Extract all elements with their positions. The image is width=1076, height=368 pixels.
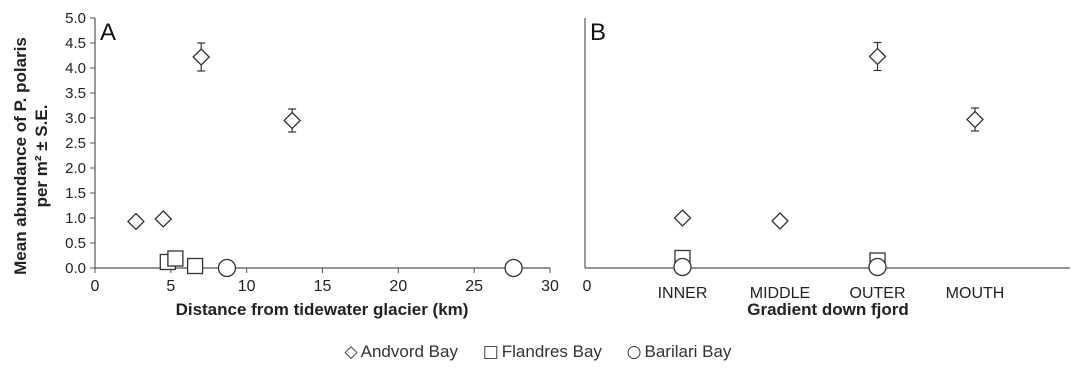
- data-point-square: [167, 250, 184, 267]
- y-tick-label: 5.0: [65, 10, 86, 27]
- panel-a-x-axis-label: Distance from tidewater glacier (km): [176, 300, 469, 319]
- data-point-circle: [868, 257, 887, 277]
- y-tick-label: 2.5: [65, 135, 86, 152]
- panel-b-label: B: [590, 19, 606, 46]
- diamond-icon: ◇: [344, 342, 358, 362]
- legend: ◇ Andvord Bay □ Flandres Bay ○ Barilari Bay: [0, 342, 1076, 362]
- category-label: INNER: [658, 285, 708, 302]
- x-tick-label: 30: [541, 278, 559, 295]
- legend-label: Andvord Bay: [360, 342, 458, 361]
- data-point-diamond: [673, 209, 692, 227]
- data-point-diamond: [192, 48, 211, 66]
- y-tick-label: 1.0: [65, 210, 86, 227]
- y-axis-label-line2: per m² ± S.E.: [32, 105, 51, 208]
- y-tick-label: 4.5: [65, 35, 86, 52]
- data-point-diamond: [966, 110, 984, 129]
- panel-b: B Gradient down fjord 0 INNER MIDDLE OUTER…: [583, 18, 1070, 319]
- y-tick-label: 0.0: [65, 260, 86, 277]
- y-tick-label: 2.0: [65, 160, 86, 177]
- data-point-circle: [504, 258, 523, 278]
- y-tick-label: 0.5: [65, 235, 86, 252]
- legend-item-flandres: □ Flandres Bay: [482, 342, 602, 362]
- data-point-diamond: [283, 111, 302, 130]
- y-tick-label: 3.5: [65, 85, 86, 102]
- data-point-circle: [217, 258, 237, 278]
- data-point-square: [186, 257, 204, 275]
- legend-item-barilari: ○ Barilari Bay: [626, 342, 732, 362]
- y-axis-label-line1: Mean abundance of P. polaris: [11, 37, 30, 275]
- data-point-diamond: [154, 210, 173, 228]
- legend-label: Flandres Bay: [501, 342, 602, 361]
- figure: Mean abundance of P. polaris per m² ± S.…: [11, 10, 1070, 319]
- x-tick-label: 15: [314, 278, 332, 295]
- data-point-diamond: [127, 212, 145, 231]
- y-tick-label: 3.0: [65, 110, 86, 127]
- panel-a-label: A: [100, 19, 116, 46]
- panel-b-zero-tick-label: 0: [583, 278, 592, 295]
- data-point-diamond: [868, 47, 887, 66]
- x-tick-label: 0: [91, 278, 100, 295]
- y-tick-label: 4.0: [65, 60, 86, 77]
- legend-item-andvord: ◇ Andvord Bay: [344, 342, 458, 362]
- x-tick-label: 5: [166, 278, 175, 295]
- legend-label: Barilari Bay: [644, 342, 732, 361]
- x-tick-label: 10: [238, 278, 256, 295]
- category-label: MIDDLE: [750, 285, 810, 302]
- panel-b-x-axis-label: Gradient down fjord: [747, 300, 909, 319]
- square-icon: □: [482, 342, 499, 362]
- category-label: OUTER: [850, 285, 906, 302]
- panel-a: A Distance from tidewater glacier (km) 0…: [65, 10, 559, 319]
- data-point-diamond: [771, 212, 789, 230]
- category-label: MOUTH: [946, 285, 1005, 302]
- circle-icon: ○: [626, 342, 642, 362]
- x-tick-label: 20: [389, 278, 407, 295]
- y-tick-label: 1.5: [65, 185, 86, 202]
- data-point-circle: [673, 257, 692, 277]
- x-tick-label: 25: [465, 278, 483, 295]
